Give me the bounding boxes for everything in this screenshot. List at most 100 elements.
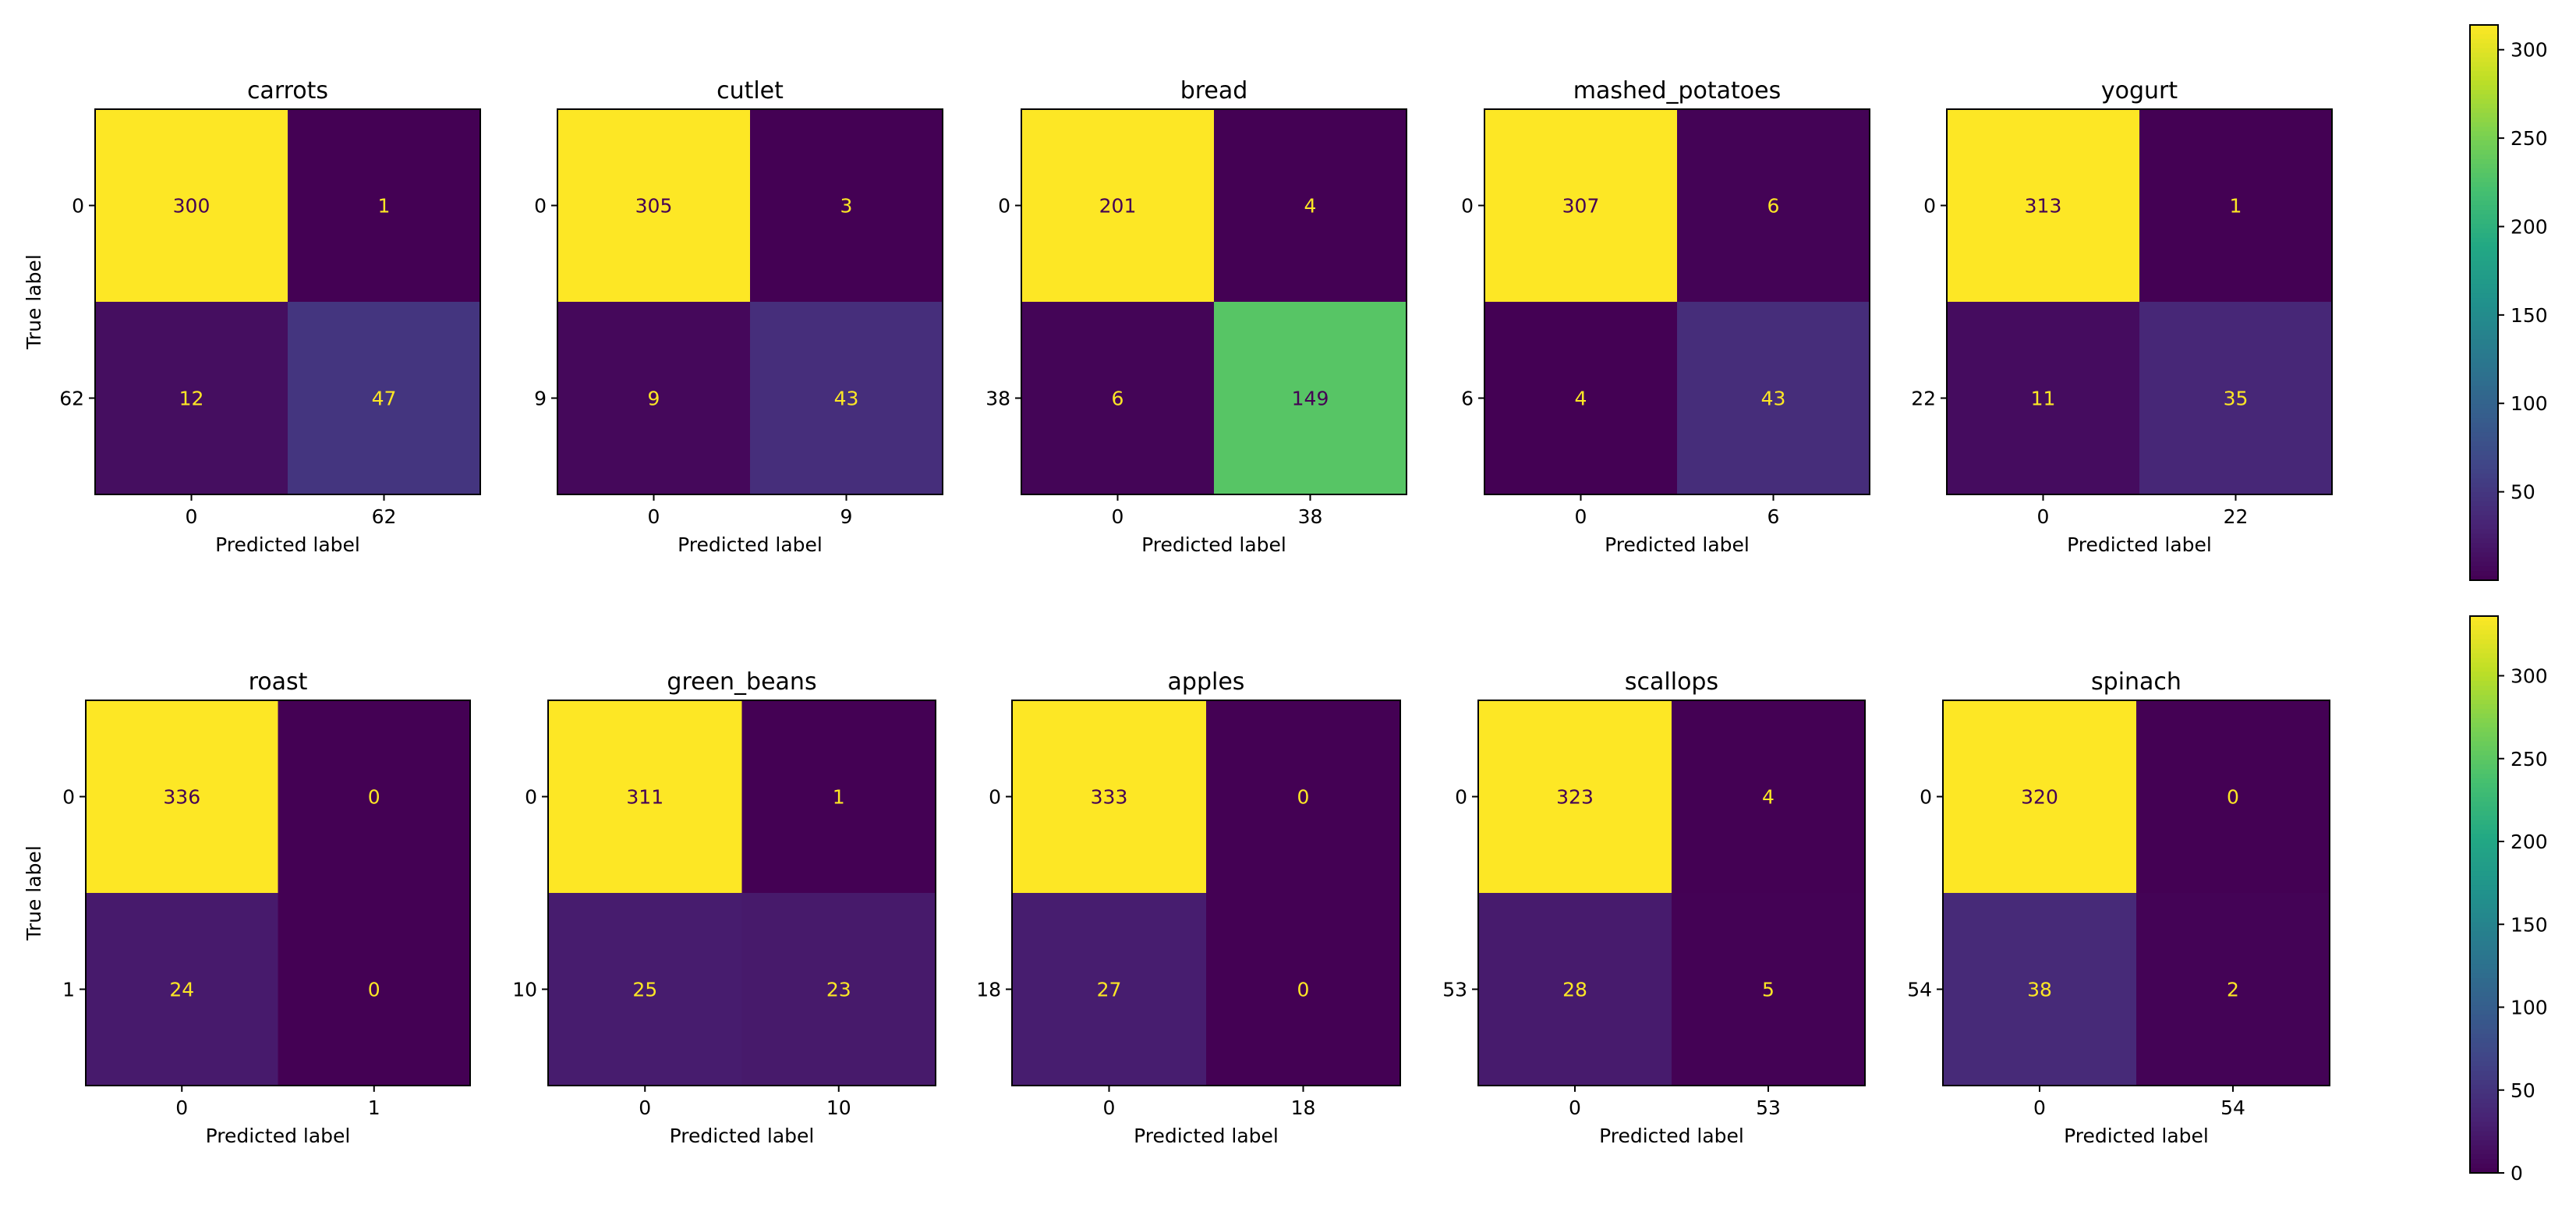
x-tick-label: 53	[1756, 1096, 1781, 1119]
colorbar-segment	[2470, 917, 2498, 923]
chart-title: yogurt	[2101, 77, 2178, 105]
matrix-cell	[86, 700, 278, 893]
y-tick-label: 6	[1461, 388, 1474, 410]
colorbar-segment	[2470, 136, 2498, 141]
colorbar-segment	[2470, 1057, 2498, 1062]
colorbar-segment	[2470, 941, 2498, 947]
cell-value-label: 4	[1575, 388, 1587, 410]
colorbar-segment	[2470, 1047, 2498, 1053]
y-tick-label: 10	[512, 979, 537, 1001]
colorbar-segment	[2470, 871, 2498, 877]
plot-frame	[547, 700, 936, 1086]
x-axis-label: Predicted label	[215, 533, 360, 556]
colorbar-segment	[2470, 455, 2498, 461]
x-tick-label: 0	[186, 505, 198, 528]
colorbar-segment	[2470, 690, 2498, 696]
colorbar-segment	[2470, 98, 2498, 105]
colorbar-tick-label: 300	[2511, 665, 2548, 688]
colorbar-tick-label: 100	[2511, 392, 2548, 415]
x-tick-label: 54	[2220, 1096, 2245, 1119]
y-tick-label: 18	[976, 979, 1001, 1001]
colorbar-2: 0 50 100 150 200 250 300	[2469, 615, 2548, 1185]
colorbar-segment	[2470, 358, 2498, 363]
x-axis-label: Predicted label	[670, 1125, 815, 1147]
colorbar-segment	[2470, 279, 2498, 285]
plot-frame	[94, 108, 481, 495]
confusion-matrix-carrots: 300 1 12 47 carrots 0 62 0 62 Predicted label True…	[23, 77, 481, 556]
matrix-cell	[1677, 109, 1870, 302]
colorbar-segment	[2470, 200, 2498, 206]
colorbar-segment	[2470, 404, 2498, 410]
colorbar-segment	[2470, 270, 2498, 275]
colorbar-segment	[2470, 969, 2498, 974]
cell-value-label: 149	[1292, 388, 1329, 410]
colorbar-segment	[2470, 1168, 2498, 1174]
colorbar-segment	[2470, 478, 2498, 484]
colorbar-segment	[2470, 459, 2498, 466]
colorbar-segment	[2470, 912, 2498, 919]
colorbar-segment	[2470, 501, 2498, 507]
y-tick-label: 22	[1911, 388, 1936, 410]
matrix-cell	[2139, 109, 2332, 302]
colorbar-segment	[2470, 991, 2498, 997]
colorbar-segment	[2470, 409, 2498, 414]
colorbar-segment	[2470, 311, 2498, 317]
colorbar-segment	[2470, 1135, 2498, 1141]
x-tick-label: 38	[1298, 505, 1323, 528]
colorbar-segment	[2470, 1080, 2498, 1086]
colorbar-segment	[2470, 894, 2498, 900]
colorbar-segment	[2470, 1089, 2498, 1095]
confusion-matrix-apples: 333 0 27 0 apples 0 18 0 18 Predicted label	[976, 668, 1401, 1147]
colorbar-segment	[2470, 829, 2498, 835]
matrix-cell	[741, 893, 936, 1086]
colorbar-segment	[2470, 117, 2498, 123]
cell-value-label: 201	[1099, 195, 1137, 218]
colorbar-segment	[2470, 625, 2498, 631]
y-tick-label: 0	[1920, 786, 1932, 809]
colorbar-segment	[2470, 1093, 2498, 1100]
colorbar-segment	[2470, 376, 2498, 382]
colorbar-segment	[2470, 450, 2498, 456]
matrix-cell	[1943, 893, 2136, 1086]
colorbar-segment	[2470, 487, 2498, 493]
y-tick-label: 1	[62, 979, 75, 1001]
matrix-cell	[95, 109, 288, 302]
x-tick-label: 22	[2224, 505, 2249, 528]
colorbar-segment	[2470, 1159, 2498, 1164]
colorbar-segment	[2470, 959, 2498, 965]
plot-frame	[1021, 108, 1407, 495]
colorbar-segment	[2470, 862, 2498, 867]
confusion-matrix-green-beans: 311 1 25 23 green_beans 0 10 0 10 Predicted label	[512, 668, 936, 1147]
colorbar-segment	[2470, 372, 2498, 377]
matrix-cell	[557, 109, 750, 302]
colorbar-segment	[2470, 848, 2498, 854]
cell-value-label: 6	[1112, 388, 1124, 410]
colorbar-segment	[2470, 353, 2498, 359]
chart-title: bread	[1180, 77, 1248, 105]
colorbar-segment	[2470, 538, 2498, 544]
colorbar-segment	[2470, 228, 2498, 234]
cell-value-label: 307	[1562, 195, 1600, 218]
cell-value-label: 333	[1091, 786, 1128, 809]
colorbar-segment	[2470, 246, 2498, 253]
colorbar-segment	[2470, 843, 2498, 849]
colorbar-segment	[2470, 519, 2498, 526]
matrix-cell	[278, 700, 470, 893]
cell-value-label: 43	[834, 388, 859, 410]
colorbar-segment	[2470, 413, 2498, 419]
y-tick-label: 0	[1455, 786, 1467, 809]
colorbar-segment	[2470, 293, 2498, 299]
colorbar-segment	[2470, 576, 2498, 581]
x-tick-label: 0	[1112, 505, 1124, 528]
colorbar-segment	[2470, 561, 2498, 567]
cell-value-label: 1	[833, 786, 845, 809]
colorbar-segment	[2470, 108, 2498, 114]
colorbar-segment	[2470, 547, 2498, 553]
x-tick-label: 0	[1103, 1096, 1116, 1119]
cell-value-label: 311	[626, 786, 663, 809]
matrix-cell	[750, 109, 943, 302]
colorbar-segment	[2470, 1103, 2498, 1109]
y-tick-label: 9	[534, 388, 547, 410]
colorbar-segment	[2470, 256, 2498, 262]
confusion-matrix-cutlet: 305 3 9 43 cutlet 0 9 0 9 Predicted label	[534, 77, 943, 556]
